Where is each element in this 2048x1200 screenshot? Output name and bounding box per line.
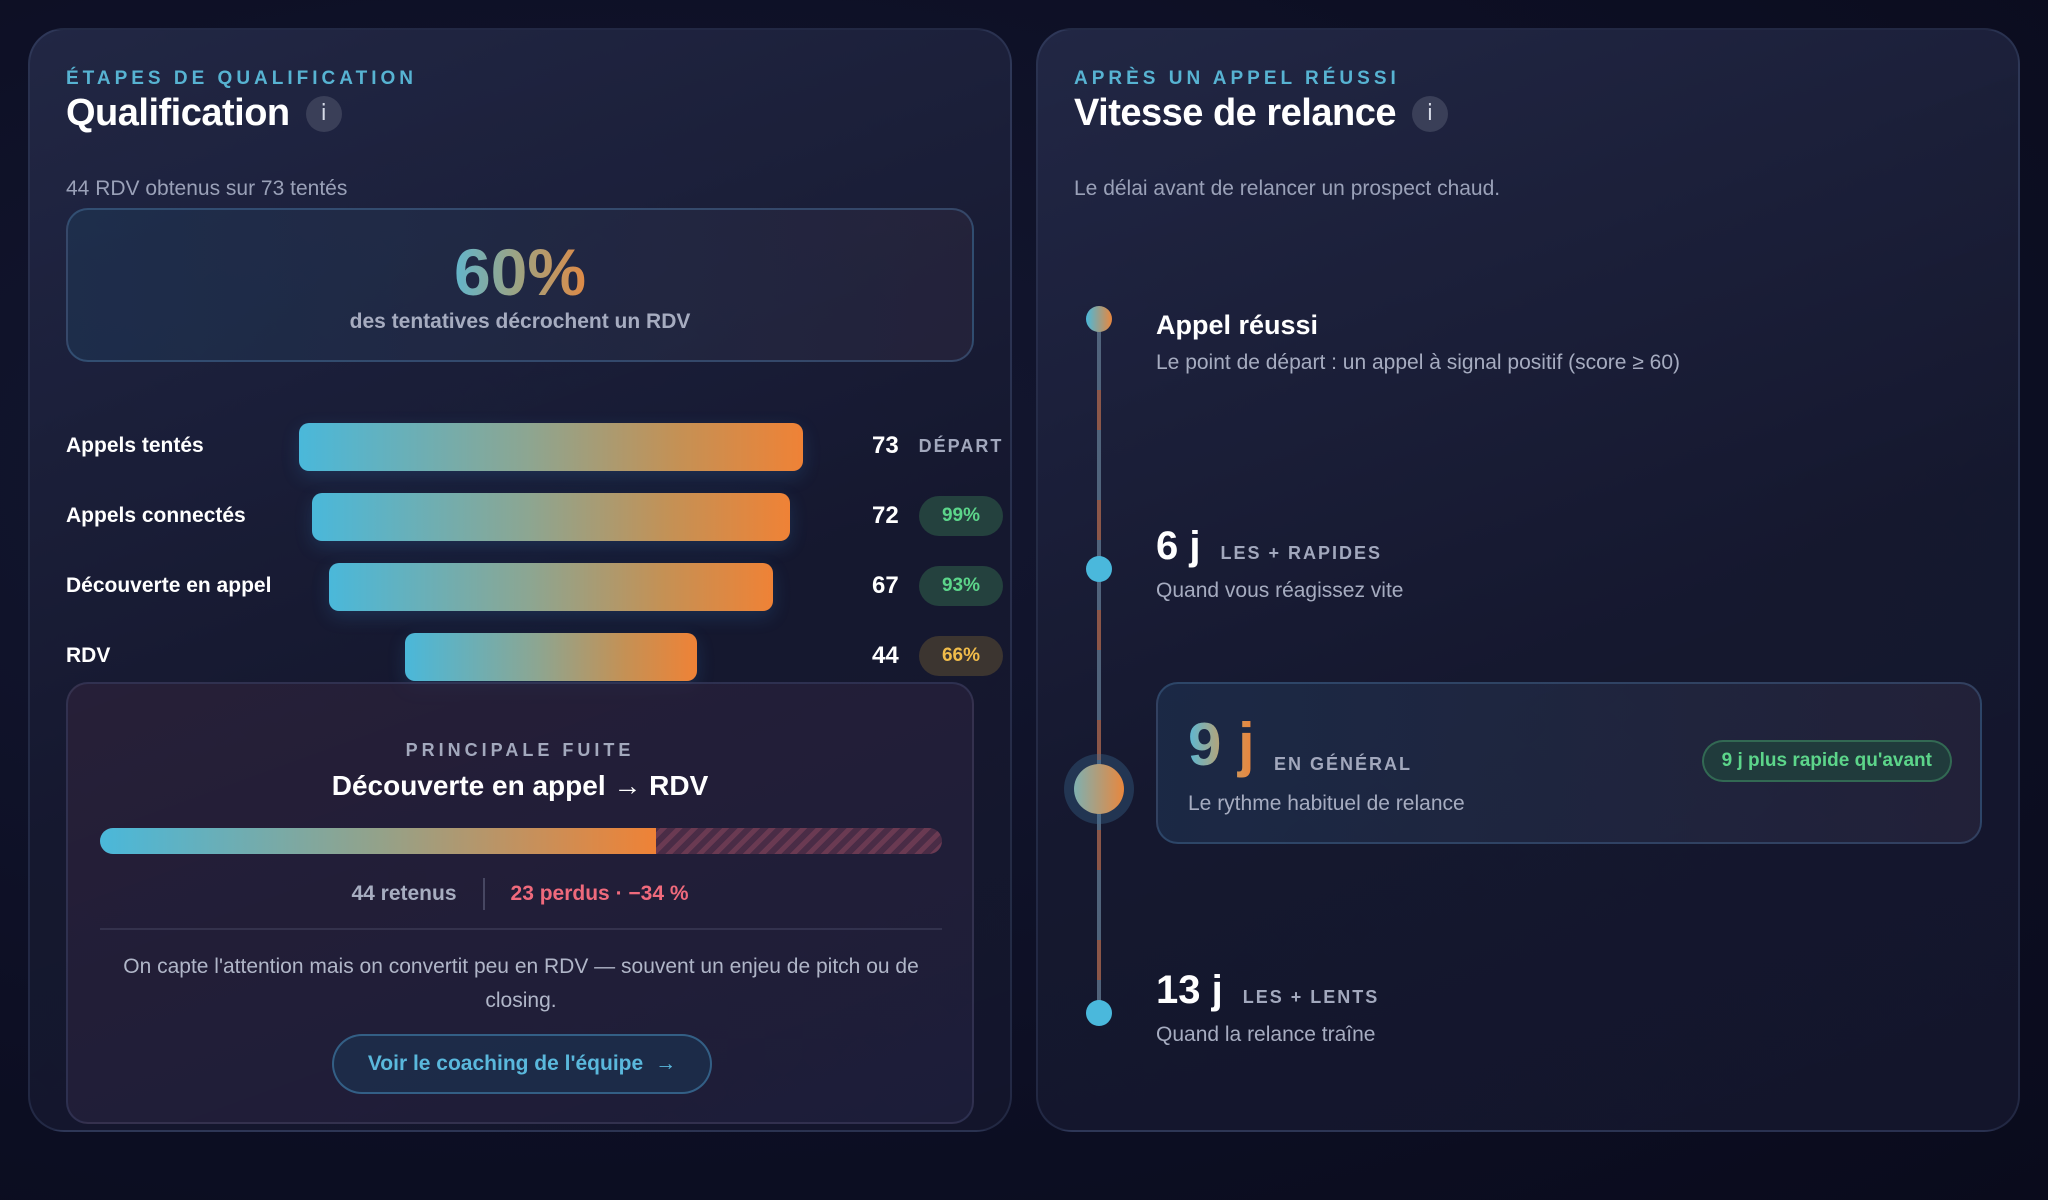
funnel-row-attempted: Appels tentés 73 DÉPART bbox=[66, 420, 1010, 472]
average-desc: Le rythme habituel de relance bbox=[1188, 792, 1465, 815]
leak-eyebrow: PRINCIPALE FUITE bbox=[405, 740, 635, 760]
slow-head: 13 j LES + LENTS bbox=[1156, 968, 1379, 1013]
funnel-label: Appels connectés bbox=[66, 504, 246, 527]
slow-desc: Quand la relance traîne bbox=[1156, 1023, 1376, 1046]
average-value: 9 j bbox=[1188, 711, 1255, 778]
qualification-header: Qualification i bbox=[66, 92, 342, 135]
slow-tag: LES + LENTS bbox=[1242, 987, 1380, 1007]
leak-progress-track bbox=[100, 828, 942, 854]
fast-desc: Quand vous réagissez vite bbox=[1156, 579, 1404, 602]
speed-header: Vitesse de relance i bbox=[1074, 92, 1448, 135]
timeline-item-start: Appel réussi Le point de départ : un app… bbox=[1156, 310, 1680, 375]
funnel-badge: DÉPART bbox=[918, 435, 1004, 456]
conversion-rate-label: des tentatives décrochent un RDV bbox=[349, 310, 691, 333]
timeline-dot-slow bbox=[1086, 1000, 1112, 1026]
improvement-badge: 9 j plus rapide qu'avant bbox=[1701, 740, 1952, 782]
conversion-rate: 60% bbox=[445, 234, 595, 310]
funnel-label: Appels tentés bbox=[66, 434, 204, 457]
stat-divider bbox=[482, 878, 485, 910]
info-icon[interactable]: i bbox=[1411, 95, 1448, 132]
funnel-bar bbox=[312, 493, 790, 541]
funnel-value: 67 bbox=[872, 572, 899, 599]
conversion-hero: 60% des tentatives décrochent un RDV bbox=[66, 208, 974, 362]
funnel-label: RDV bbox=[66, 644, 111, 667]
fast-value: 6 j bbox=[1156, 524, 1201, 568]
qualification-eyebrow: ÉTAPES DE QUALIFICATION bbox=[66, 68, 417, 89]
timeline-dot-start bbox=[1086, 306, 1112, 332]
funnel-row-connected: Appels connectés 72 99% bbox=[66, 490, 1010, 542]
funnel-value: 72 bbox=[872, 502, 899, 529]
timeline-item-slow: 13 j LES + LENTS Quand la relance traîne bbox=[1156, 968, 1379, 1047]
leak-title: Découverte en appel → RDV bbox=[331, 770, 709, 801]
funnel-badge: 66% bbox=[919, 636, 1003, 676]
lost-count: 23 perdus · −34 % bbox=[510, 882, 689, 905]
timeline-dot-fast bbox=[1086, 556, 1112, 582]
team-coaching-button[interactable]: Voir le coaching de l'équipe → bbox=[332, 1034, 712, 1094]
follow-up-speed-card: APRÈS UN APPEL RÉUSSI Vitesse de relance… bbox=[1036, 28, 2020, 1132]
team-coaching-button-label: Voir le coaching de l'équipe bbox=[367, 1052, 644, 1075]
funnel-label: Découverte en appel bbox=[66, 574, 272, 597]
timeline-line bbox=[1097, 320, 1101, 1016]
leak-explanation: On capte l'attention mais on convertit p… bbox=[123, 955, 919, 1012]
timeline-dot-average bbox=[1074, 764, 1124, 814]
leak-progress-fill bbox=[100, 828, 656, 854]
fast-head: 6 j LES + RAPIDES bbox=[1156, 524, 1403, 569]
timeline-item-average: 9 j EN GÉNÉRAL Le rythme habituel de rel… bbox=[1156, 682, 1982, 844]
timeline-item-fast: 6 j LES + RAPIDES Quand vous réagissez v… bbox=[1156, 524, 1403, 603]
funnel-badge: 93% bbox=[919, 566, 1003, 606]
slow-value: 13 j bbox=[1156, 968, 1223, 1012]
speed-subtitle: Le délai avant de relancer un prospect c… bbox=[1074, 177, 1501, 200]
funnel-bar bbox=[299, 423, 803, 471]
leak-stats: 44 retenus 23 perdus · −34 % bbox=[68, 878, 972, 910]
main-leak-panel: PRINCIPALE FUITE Découverte en appel → R… bbox=[66, 682, 974, 1124]
qualification-title: Qualification bbox=[66, 92, 290, 134]
info-icon[interactable]: i bbox=[305, 95, 342, 132]
speed-title: Vitesse de relance bbox=[1074, 92, 1396, 134]
funnel-row-rdv: RDV 44 66% bbox=[66, 630, 1010, 682]
fast-tag: LES + RAPIDES bbox=[1220, 543, 1383, 563]
arrow-right-icon: → bbox=[655, 1052, 677, 1075]
funnel-badge: 99% bbox=[919, 496, 1003, 536]
funnel-row-discovery: Découverte en appel 67 93% bbox=[66, 560, 1010, 612]
start-desc: Le point de départ : un appel à signal p… bbox=[1156, 351, 1681, 374]
speed-eyebrow: APRÈS UN APPEL RÉUSSI bbox=[1074, 68, 1400, 89]
qualification-subtitle: 44 RDV obtenus sur 73 tentés bbox=[66, 177, 348, 200]
funnel-value: 73 bbox=[872, 432, 899, 459]
funnel-value: 44 bbox=[872, 642, 899, 669]
divider bbox=[100, 928, 942, 930]
qualification-card: ÉTAPES DE QUALIFICATION Qualification i … bbox=[28, 28, 1012, 1132]
retained-count: 44 retenus bbox=[351, 882, 457, 905]
funnel-bar bbox=[405, 633, 697, 681]
funnel-bar bbox=[328, 563, 774, 611]
start-title: Appel réussi bbox=[1156, 310, 1319, 340]
average-tag: EN GÉNÉRAL bbox=[1274, 754, 1413, 774]
